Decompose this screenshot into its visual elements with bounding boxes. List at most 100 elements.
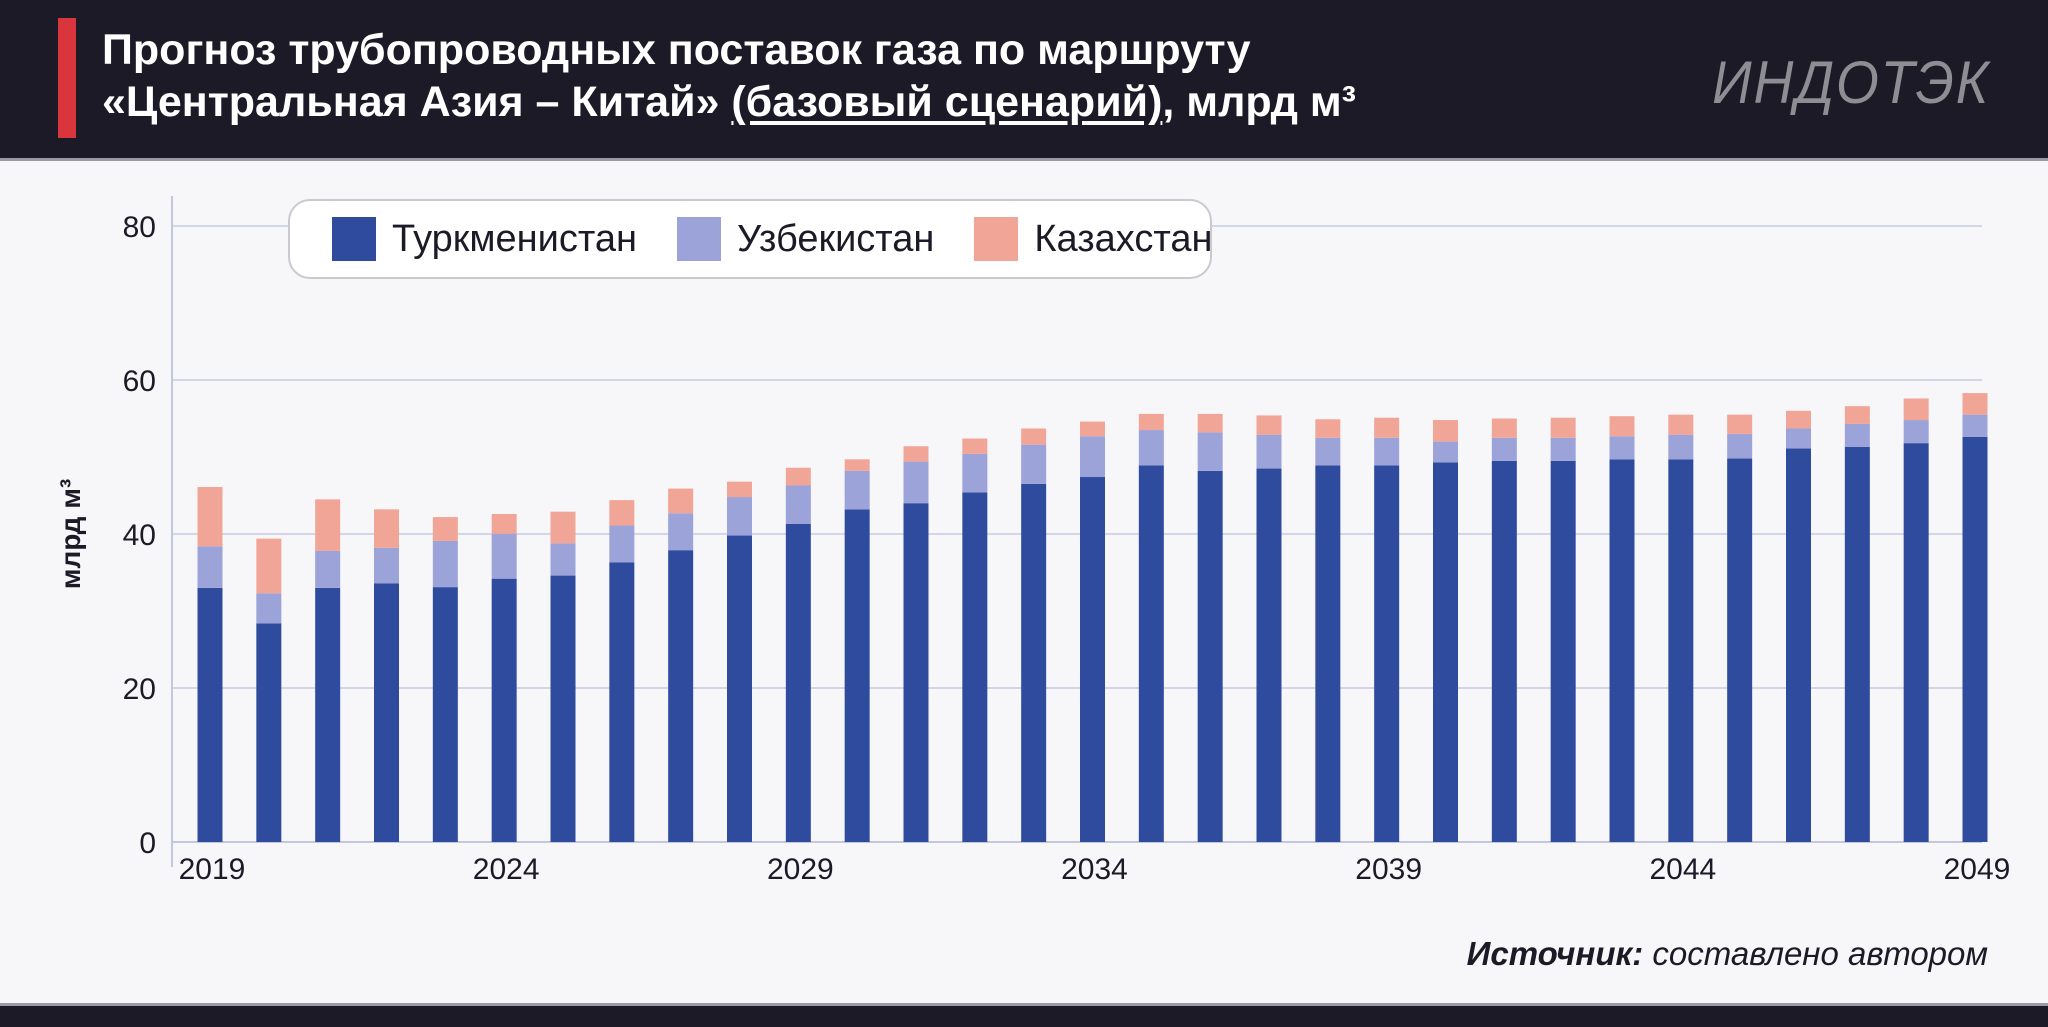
- legend-swatch-uzbekistan: [676, 217, 721, 261]
- bar-2045-series-2: [1727, 414, 1753, 434]
- bar-2021-series-2: [315, 499, 341, 551]
- bar-2049-series-2: [1962, 393, 1988, 415]
- bar-2047-series-1: [1844, 423, 1870, 447]
- bar-2038-series-2: [1315, 419, 1341, 438]
- y-tick-label-20: 20: [123, 673, 156, 706]
- bar-2035-series-2: [1138, 413, 1164, 431]
- y-tick-label-0: 0: [139, 827, 156, 860]
- bar-2047-series-0: [1844, 446, 1870, 842]
- bar-2032-series-2: [962, 438, 988, 454]
- legend-swatch-kazakhstan: [974, 217, 1019, 261]
- bar-2022-series-0: [374, 583, 399, 842]
- bar-2037-series-1: [1256, 434, 1282, 469]
- legend-label-turkmenistan: Туркменистан: [392, 217, 637, 260]
- bar-2023-series-1: [432, 540, 458, 588]
- title-part-scenario: (базовый сценарий): [731, 78, 1163, 126]
- x-tick-label-2039: 2039: [1355, 853, 1422, 886]
- title-part-start: «Центральная Азия – Китай»: [102, 78, 732, 126]
- bar-2032-series-1: [962, 453, 988, 493]
- chart-title-line-1: Прогноз трубопроводных поставок газа по …: [102, 26, 1251, 74]
- bar-2024-series-0: [491, 578, 517, 842]
- bar-2040-series-0: [1433, 462, 1458, 842]
- bar-2028-series-1: [727, 497, 752, 536]
- legend-item-turkmenistan: Туркменистан: [332, 217, 637, 261]
- title-part-unit: , млрд м³: [1162, 78, 1356, 126]
- bar-2044-series-1: [1668, 434, 1694, 460]
- bar-2039-series-0: [1374, 465, 1400, 842]
- accent-bar: [58, 18, 76, 138]
- bar-2037-series-0: [1256, 468, 1282, 842]
- bar-2021-series-1: [315, 550, 341, 588]
- bar-2020-series-2: [256, 538, 282, 594]
- legend-swatch-turkmenistan: [332, 217, 376, 261]
- bar-2048-series-0: [1903, 443, 1929, 842]
- bar-2046-series-1: [1786, 428, 1811, 449]
- bar-2047-series-2: [1844, 406, 1870, 424]
- bar-2039-series-1: [1374, 437, 1400, 466]
- bar-2033-series-2: [1021, 428, 1047, 445]
- bar-2026-series-1: [609, 525, 635, 563]
- footer-bar: [0, 1003, 2048, 1027]
- bar-2028-series-2: [727, 481, 752, 498]
- bar-2041-series-0: [1491, 460, 1517, 842]
- bar-2045-series-0: [1727, 458, 1753, 842]
- bar-2041-series-2: [1491, 418, 1517, 438]
- legend-label-kazakhstan: Казахстан: [1034, 217, 1213, 260]
- y-tick-label-60: 60: [123, 365, 156, 398]
- bar-2030-series-1: [844, 470, 870, 510]
- stacked-bar-chart: 0 20 40 60 80 млрд м³ 2019 2024 2029 2034 2039 2044…: [55, 196, 2010, 886]
- bar-2020-series-0: [256, 623, 282, 842]
- bar-2049-series-0: [1962, 436, 1988, 842]
- bar-2024-series-2: [491, 513, 517, 534]
- bar-2040-series-1: [1433, 441, 1458, 463]
- bar-2021-series-0: [315, 587, 341, 842]
- bar-2037-series-2: [1256, 415, 1282, 435]
- bar-2042-series-1: [1550, 437, 1576, 461]
- bar-2044-series-0: [1668, 459, 1694, 842]
- x-tick-label-2029: 2029: [767, 853, 834, 886]
- bar-2033-series-1: [1021, 444, 1047, 484]
- bar-2035-series-0: [1138, 465, 1164, 842]
- bar-2027-series-0: [668, 550, 694, 842]
- bar-2019-series-2: [197, 487, 223, 547]
- bar-2046-series-0: [1786, 448, 1811, 842]
- bar-2036-series-1: [1197, 432, 1223, 471]
- bar-2043-series-1: [1609, 436, 1635, 460]
- bar-2022-series-1: [374, 547, 399, 584]
- legend: Туркменистан Узбекистан Казахстан: [288, 199, 1212, 279]
- bar-2025-series-1: [550, 543, 576, 576]
- chart-title-line-2: «Центральная Азия – Китай» (базовый сцен…: [102, 76, 1356, 128]
- legend-item-kazakhstan: Казахстан: [974, 217, 1212, 261]
- bar-2025-series-0: [550, 575, 576, 842]
- bar-2046-series-2: [1786, 410, 1811, 429]
- bar-2026-series-2: [609, 500, 635, 526]
- source-text: составлено автором: [1643, 935, 1988, 972]
- bar-2029-series-1: [785, 485, 811, 524]
- bar-2038-series-1: [1315, 437, 1341, 466]
- header: Прогноз трубопроводных поставок газа по …: [0, 0, 2048, 161]
- bar-2025-series-2: [550, 511, 576, 544]
- bar-2028-series-0: [727, 535, 752, 842]
- bar-2039-series-2: [1374, 417, 1400, 438]
- bar-2041-series-1: [1491, 437, 1517, 461]
- source-note: Источник: составлено автором: [1467, 935, 1988, 973]
- bar-2038-series-0: [1315, 465, 1341, 842]
- bar-2049-series-1: [1962, 414, 1988, 437]
- y-tick-label-40: 40: [123, 519, 156, 552]
- bar-2034-series-2: [1080, 421, 1105, 437]
- bar-2035-series-1: [1138, 430, 1164, 466]
- x-tick-label-2024: 2024: [473, 853, 540, 886]
- bar-2026-series-0: [609, 562, 635, 842]
- bar-2034-series-0: [1080, 477, 1105, 842]
- bar-2022-series-2: [374, 509, 399, 548]
- bar-2029-series-0: [785, 523, 811, 842]
- bar-2024-series-1: [491, 534, 517, 579]
- bar-2044-series-2: [1668, 414, 1694, 435]
- y-tick-label-80: 80: [123, 211, 156, 244]
- bar-2036-series-2: [1197, 413, 1223, 433]
- bar-2048-series-2: [1903, 398, 1929, 421]
- bar-2033-series-0: [1021, 483, 1047, 842]
- bar-2030-series-2: [844, 459, 870, 471]
- x-tick-label-2044: 2044: [1649, 853, 1716, 886]
- y-axis-label: млрд м³: [55, 479, 86, 590]
